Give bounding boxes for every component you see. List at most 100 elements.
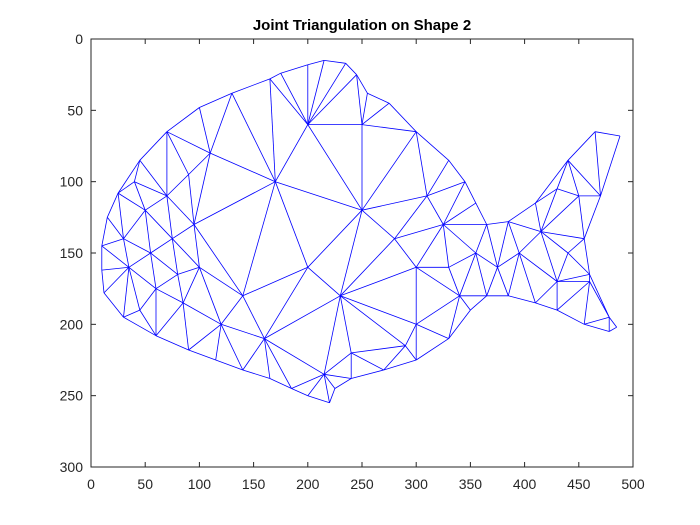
- mesh-edge: [340, 295, 406, 347]
- mesh-edge: [101, 245, 130, 268]
- y-axis: 0 50 100 150 200 250 300: [60, 31, 633, 475]
- mesh-edge: [475, 224, 488, 254]
- mesh-edge: [182, 302, 222, 325]
- mesh-edge: [448, 267, 460, 296]
- mesh-edge: [486, 267, 498, 296]
- mesh-edge: [584, 316, 610, 325]
- mesh-edge: [123, 316, 157, 337]
- mesh-edge: [264, 295, 341, 339]
- x-tick-label: 200: [296, 476, 320, 492]
- mesh-edge: [324, 60, 346, 64]
- mesh-edge: [540, 231, 569, 254]
- mesh-edge: [351, 352, 384, 371]
- mesh-edge: [101, 238, 124, 247]
- mesh-edge: [199, 92, 233, 108]
- mesh-edge: [405, 345, 417, 361]
- mesh-edge: [123, 238, 130, 268]
- mesh-edge: [209, 93, 233, 154]
- mesh-edge: [448, 160, 466, 182]
- mesh-edge: [388, 102, 417, 132]
- y-tick-label: 200: [60, 316, 84, 332]
- mesh-edge: [117, 193, 124, 239]
- mesh-edge: [280, 73, 309, 125]
- mesh-edge: [594, 131, 601, 196]
- mesh-edge: [535, 188, 558, 204]
- mesh-edge: [188, 349, 216, 361]
- mesh-edge: [415, 131, 428, 196]
- mesh-edge: [172, 224, 195, 240]
- mesh-edge: [475, 202, 488, 225]
- mesh-edge: [556, 160, 569, 189]
- mesh-edge: [334, 378, 352, 389]
- mesh-edge: [394, 195, 428, 239]
- mesh-edge: [242, 338, 265, 371]
- mesh-edge: [166, 131, 211, 154]
- mesh-edge: [394, 238, 417, 268]
- mesh-edge: [443, 224, 477, 254]
- mesh-edge: [269, 78, 276, 182]
- mesh-edge: [345, 63, 357, 75]
- mesh-edge: [567, 238, 585, 254]
- mesh-edge: [106, 217, 124, 239]
- mesh-edge: [486, 221, 509, 225]
- mesh-edge: [193, 181, 276, 225]
- mesh-edge: [426, 195, 444, 225]
- mesh-edge: [442, 181, 466, 225]
- mesh-edge: [448, 295, 460, 339]
- triangulation-mesh: [101, 60, 621, 404]
- mesh-edge: [339, 210, 363, 296]
- mesh-edge: [475, 252, 488, 296]
- mesh-edge: [275, 181, 363, 211]
- mesh-edge: [307, 374, 325, 396]
- mesh-edge: [139, 131, 168, 161]
- mesh-edge: [415, 266, 460, 297]
- mesh-edge: [595, 131, 621, 137]
- mesh-edge: [307, 60, 325, 66]
- mesh-edge: [464, 181, 477, 204]
- mesh-edge: [508, 221, 542, 232]
- mesh-edge: [535, 160, 569, 204]
- mesh-edge: [188, 174, 195, 225]
- mesh-edge: [280, 64, 308, 74]
- x-tick-label: 150: [242, 476, 266, 492]
- mesh-edge: [540, 188, 558, 232]
- mesh-edge: [117, 181, 135, 194]
- mesh-edge: [415, 224, 444, 268]
- mesh-edge: [269, 378, 292, 389]
- mesh-edge: [497, 267, 509, 296]
- mesh-edge: [361, 195, 428, 211]
- mesh-edge: [166, 131, 189, 175]
- mesh-edge: [242, 181, 276, 296]
- mesh-edge: [540, 231, 585, 240]
- mesh-edge: [426, 181, 466, 197]
- mesh-edge: [361, 131, 417, 211]
- mesh-edge: [583, 281, 590, 325]
- mesh-edge: [123, 267, 130, 318]
- mesh-edge: [307, 395, 330, 404]
- mesh-edge: [103, 292, 124, 318]
- mesh-edge: [383, 345, 406, 371]
- mesh-edge: [182, 302, 189, 351]
- mesh-edge: [128, 252, 151, 268]
- mesh-edge: [220, 323, 265, 339]
- axes-box: [90, 38, 634, 468]
- mesh-edge: [103, 267, 130, 294]
- mesh-edge: [139, 160, 168, 197]
- mesh-edge: [323, 374, 330, 403]
- mesh-edge: [442, 224, 450, 268]
- mesh-edge: [166, 107, 200, 133]
- mesh-edge: [535, 203, 542, 232]
- mesh-edge: [264, 267, 309, 339]
- mesh-edge: [367, 92, 390, 104]
- mesh-edge: [128, 267, 141, 311]
- mesh-edge: [567, 131, 596, 161]
- mesh-edge: [177, 266, 200, 275]
- mesh-edge: [150, 252, 178, 275]
- mesh-edge: [172, 238, 200, 268]
- mesh-edge: [356, 74, 368, 94]
- mesh-edge: [307, 266, 341, 297]
- y-tick-label: 100: [60, 174, 84, 190]
- mesh-edge: [150, 252, 157, 289]
- mesh-edge: [508, 295, 536, 304]
